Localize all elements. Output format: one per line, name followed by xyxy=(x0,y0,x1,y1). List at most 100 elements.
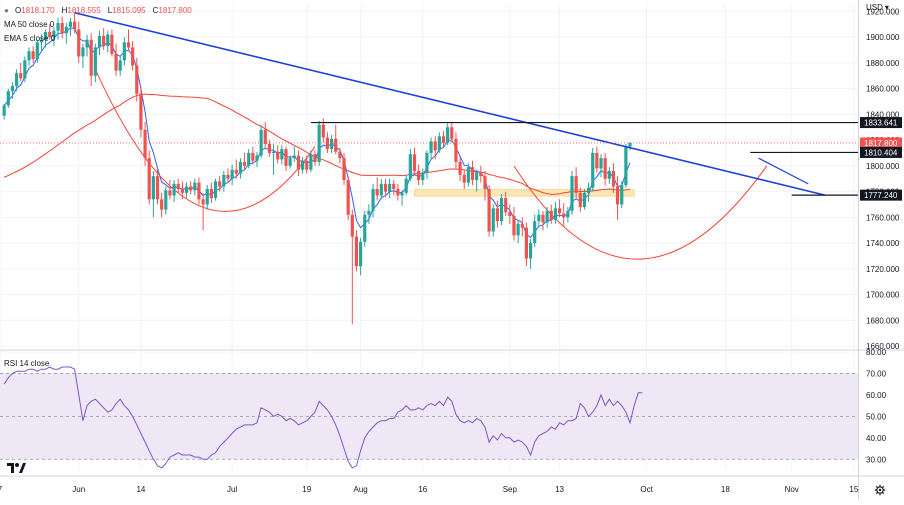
candle xyxy=(379,178,383,200)
swing-arc-right xyxy=(513,165,768,260)
currency-selector[interactable]: USD ▾ xyxy=(866,3,889,12)
candle xyxy=(425,150,429,179)
candle-body xyxy=(126,42,131,48)
candle-body xyxy=(528,243,533,259)
candle xyxy=(48,24,52,40)
candle xyxy=(454,132,458,169)
candle-body xyxy=(247,152,251,166)
candle-body xyxy=(388,183,392,192)
rsi-legend-label: RSI 14 close xyxy=(4,359,50,368)
candle-body xyxy=(383,183,388,192)
candle xyxy=(81,43,85,69)
candle-body xyxy=(284,149,288,166)
time-tick-label: Jun xyxy=(72,485,85,494)
candle xyxy=(19,62,23,81)
candle xyxy=(487,185,491,237)
candle-body xyxy=(450,127,454,139)
candle xyxy=(603,152,607,186)
candle-body xyxy=(520,223,524,228)
candle xyxy=(388,178,392,199)
candle-body xyxy=(367,210,371,215)
candle-body xyxy=(334,138,338,152)
time-tick-label: Nov xyxy=(785,485,799,494)
candle-body xyxy=(300,160,305,170)
candle xyxy=(367,204,371,224)
candle xyxy=(557,199,562,218)
candle-body xyxy=(537,214,541,222)
price-label-text: 1777.240 xyxy=(864,191,898,200)
candle-body xyxy=(280,149,284,160)
candle-body xyxy=(14,73,19,87)
candle xyxy=(205,185,209,210)
candle-body xyxy=(213,181,218,199)
candle xyxy=(354,230,359,272)
candle xyxy=(172,180,176,202)
ohlc-open: O1818.170 xyxy=(15,6,55,15)
candle-body xyxy=(251,152,255,161)
rsi-tick-label: 50.00 xyxy=(866,412,887,421)
candle xyxy=(64,23,68,44)
candle-body xyxy=(106,34,110,47)
candle-body xyxy=(89,39,93,76)
candle-body xyxy=(222,174,226,187)
candle xyxy=(77,21,81,63)
candle xyxy=(586,182,591,202)
candle xyxy=(201,192,205,231)
time-tick-label: Jul xyxy=(227,485,237,494)
candle xyxy=(429,137,433,159)
candle xyxy=(566,207,570,223)
price-tick-label: 1920.000 xyxy=(866,7,900,16)
candle xyxy=(155,168,160,205)
time-tick-label: 15 xyxy=(849,485,858,494)
candle xyxy=(537,209,541,227)
candle xyxy=(143,122,147,166)
price-tick-label: 1800.000 xyxy=(866,162,900,171)
candle xyxy=(197,177,201,205)
candle-body xyxy=(276,151,280,160)
candle-body xyxy=(400,192,404,196)
candle-body xyxy=(379,183,383,196)
ema5-line xyxy=(3,27,631,239)
candle xyxy=(375,177,379,201)
candle xyxy=(31,46,35,63)
gear-icon[interactable] xyxy=(874,484,886,496)
candle-body xyxy=(595,152,599,169)
candle xyxy=(446,123,450,146)
candle-body xyxy=(408,154,412,179)
candle xyxy=(404,174,408,196)
candle-body xyxy=(31,51,35,60)
time-tick-label: Oct xyxy=(640,485,653,494)
ema-legend[interactable]: EMA 5 close 0 xyxy=(4,34,55,43)
trendline-descending xyxy=(74,11,826,196)
rsi-tick-label: 30.00 xyxy=(866,455,887,464)
candle xyxy=(479,165,483,183)
candle xyxy=(595,146,599,173)
candle xyxy=(574,167,578,199)
candle xyxy=(313,150,317,166)
candle-body xyxy=(118,60,122,71)
candle-body xyxy=(611,170,616,187)
tradingview-logo-icon[interactable] xyxy=(6,462,26,474)
candle xyxy=(259,124,263,159)
candle-body xyxy=(193,182,197,191)
visibility-eye-icon[interactable]: ● xyxy=(4,5,9,15)
candle-body xyxy=(578,192,582,208)
ma-legend[interactable]: MA 50 close 0 xyxy=(4,20,54,29)
candle xyxy=(363,210,367,247)
candle-body xyxy=(591,152,595,188)
price-tick-label: 1900.000 xyxy=(866,33,900,42)
candle-body xyxy=(230,169,234,179)
candle-body xyxy=(135,65,139,94)
currency-label: USD xyxy=(866,3,883,12)
candle xyxy=(93,43,97,83)
candle xyxy=(504,191,508,217)
candle xyxy=(251,146,255,165)
price-label-text: 1817.800 xyxy=(864,139,898,148)
candle xyxy=(280,145,284,165)
candle xyxy=(524,222,529,267)
candle xyxy=(541,210,545,231)
rsi-legend[interactable]: RSI 14 close xyxy=(4,359,49,368)
candle-body xyxy=(516,223,520,236)
